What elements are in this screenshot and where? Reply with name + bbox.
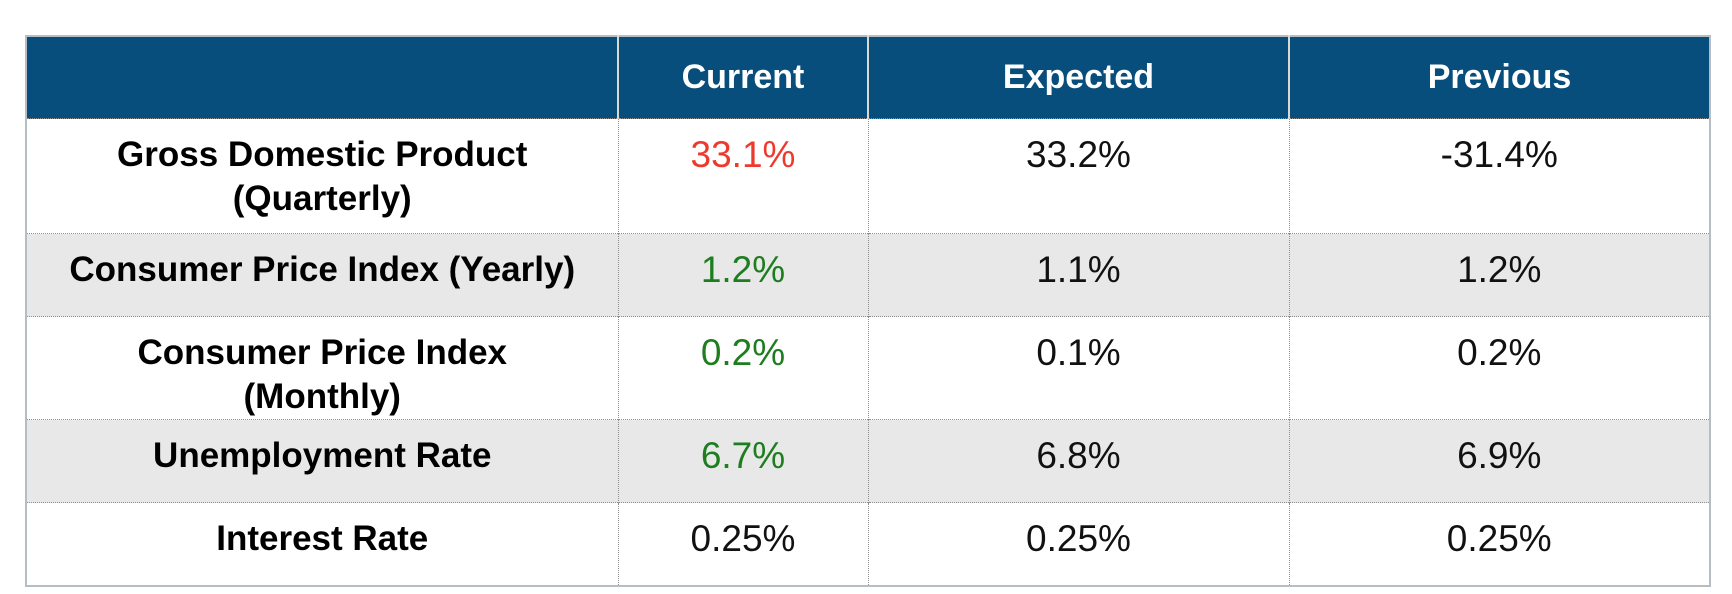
expected-value: 1.1% xyxy=(868,233,1290,317)
column-header-previous: Previous xyxy=(1289,36,1710,119)
previous-value: 1.2% xyxy=(1289,233,1710,317)
economic-indicators-table: Current Expected Previous Gross Domestic… xyxy=(25,35,1711,587)
expected-value: 6.8% xyxy=(868,419,1290,503)
previous-value: 6.9% xyxy=(1289,419,1710,503)
row-label: Interest Rate xyxy=(26,502,619,586)
table-row-gdp-quarterly: Gross Domestic Product (Quarterly) 33.1%… xyxy=(26,118,1710,234)
previous-value: 0.25% xyxy=(1289,502,1710,586)
current-value: 0.25% xyxy=(618,502,869,586)
expected-value: 0.1% xyxy=(868,316,1290,420)
row-label: Consumer Price Index (Monthly) xyxy=(26,316,619,420)
expected-value: 0.25% xyxy=(868,502,1290,586)
column-header-current: Current xyxy=(618,36,869,119)
row-label: Consumer Price Index (Yearly) xyxy=(26,233,619,317)
current-value: 6.7% xyxy=(618,419,869,503)
table-row-unemployment-rate: Unemployment Rate 6.7% 6.8% 6.9% xyxy=(26,419,1710,503)
column-header-indicator xyxy=(26,36,619,119)
expected-value: 33.2% xyxy=(868,118,1290,234)
row-label: Unemployment Rate xyxy=(26,419,619,503)
current-value: 0.2% xyxy=(618,316,869,420)
current-value: 33.1% xyxy=(618,118,869,234)
column-header-expected: Expected xyxy=(868,36,1290,119)
table-row-interest-rate: Interest Rate 0.25% 0.25% 0.25% xyxy=(26,502,1710,586)
table-row-cpi-monthly: Consumer Price Index (Monthly) 0.2% 0.1%… xyxy=(26,316,1710,420)
current-value: 1.2% xyxy=(618,233,869,317)
table-header-row: Current Expected Previous xyxy=(26,36,1710,119)
row-label: Gross Domestic Product (Quarterly) xyxy=(26,118,619,234)
table-row-cpi-yearly: Consumer Price Index (Yearly) 1.2% 1.1% … xyxy=(26,233,1710,317)
previous-value: 0.2% xyxy=(1289,316,1710,420)
previous-value: -31.4% xyxy=(1289,118,1710,234)
